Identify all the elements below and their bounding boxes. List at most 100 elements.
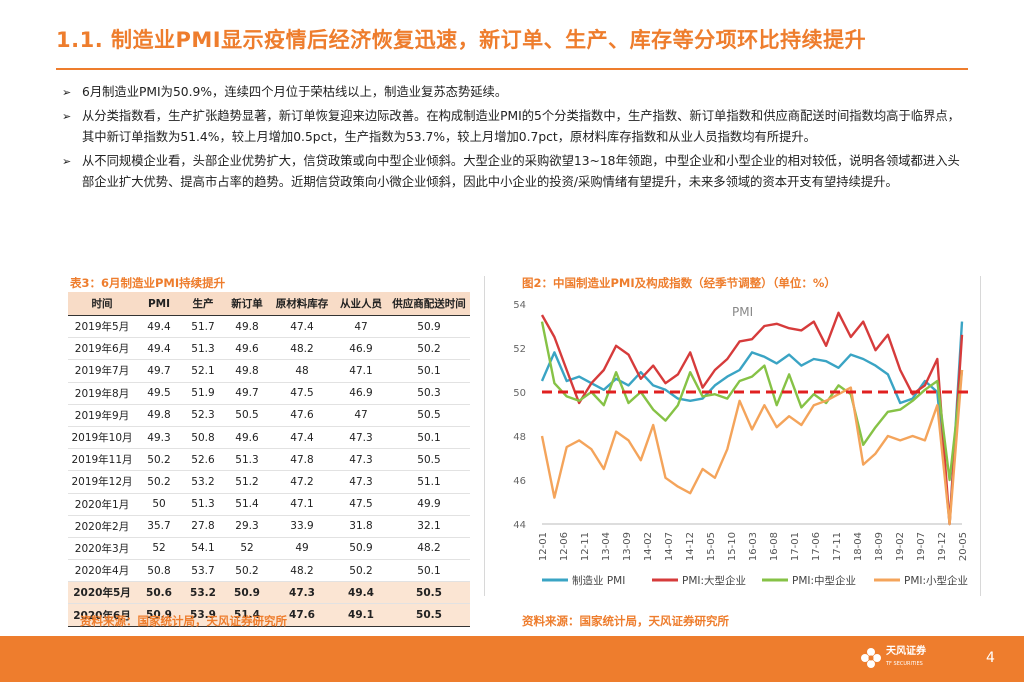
series-line <box>540 311 964 526</box>
table-cell: 49.9 <box>388 493 470 516</box>
table-cell: 47.2 <box>270 470 334 494</box>
bullet-item: ➢ 6月制造业PMI为50.9%，连续四个月位于荣枯线以上，制造业复苏态势延续。 <box>62 82 962 103</box>
table-cell: 48 <box>270 359 334 383</box>
table-cell: 47.1 <box>270 493 334 516</box>
table-cell: 51.3 <box>182 493 224 516</box>
table-cell: 50.8 <box>182 426 224 450</box>
table-cell: 52.3 <box>182 404 224 427</box>
x-tick-label: 15-05 <box>706 532 717 561</box>
table-cell: 2019年12月 <box>68 470 136 494</box>
table-cell: 53.7 <box>182 559 224 583</box>
pmi-table: 时间 PMI 生产 新订单 原材料库存 从业人员 供应商配送时间 2019年5月… <box>68 292 470 627</box>
brand-name-en: TF SECURITIES <box>886 661 923 667</box>
chart-source: 资料来源：国家统计局，天风证券研究所 <box>522 614 729 628</box>
table-cell: 49.8 <box>224 315 270 339</box>
table-row: 2020年2月 35.7 27.8 29.3 33.9 31.8 32.1 <box>68 515 470 538</box>
table-cell: 53.2 <box>182 470 224 494</box>
table-row: 2019年5月 49.4 51.7 49.8 47.4 47 50.9 <box>68 315 470 339</box>
series-line <box>540 321 964 482</box>
bullet-text: 从不同规模企业看，头部企业优势扩大，信贷政策或向中型企业倾斜。大型企业的采购欲望… <box>82 154 960 189</box>
table-cell: 49.6 <box>224 426 270 450</box>
col-header: PMI <box>136 292 182 316</box>
page-title: 1.1. 制造业PMI显示疫情后经济恢复迅速，新订单、生产、库存等分项环比持续提… <box>56 28 867 52</box>
table-cell: 47.5 <box>334 493 388 516</box>
bullet-arrow-icon: ➢ <box>62 155 72 168</box>
x-tick-label: 16-08 <box>769 532 780 561</box>
table-cell: 29.3 <box>224 515 270 538</box>
table-cell: 50.5 <box>388 404 470 427</box>
table-cell: 50.1 <box>388 426 470 450</box>
table-cell: 47.6 <box>270 404 334 427</box>
x-tick-label: 18-09 <box>874 532 885 561</box>
x-tick-label: 14-02 <box>643 532 654 561</box>
table-cell: 49.3 <box>136 426 182 450</box>
x-tick-label: 14-12 <box>685 532 696 561</box>
table-cell: 46.9 <box>334 382 388 405</box>
table-cell: 49.4 <box>334 581 388 605</box>
table-cell: 47.6 <box>270 603 334 627</box>
table-cell: 51.2 <box>224 470 270 494</box>
table-cell: 49.6 <box>224 337 270 361</box>
table-row: 2020年1月 50 51.3 51.4 47.1 47.5 49.9 <box>68 493 470 516</box>
table-cell: 47.1 <box>334 359 388 383</box>
chart-caption: 图2：中国制造业PMI及构成指数（经季节调整）（单位：%） <box>522 276 836 290</box>
brand-logo: 天风证券 TF SECURITIES <box>860 646 926 670</box>
bullet-arrow-icon: ➢ <box>62 86 72 99</box>
table-cell: 50.2 <box>388 337 470 361</box>
x-tick-label: 18-04 <box>853 532 864 561</box>
table-cell: 47.3 <box>334 448 388 472</box>
table-cell: 2019年10月 <box>68 426 136 450</box>
table-cell: 47.8 <box>270 448 334 472</box>
table-cell: 2019年8月 <box>68 382 136 405</box>
table-cell: 2019年7月 <box>68 359 136 383</box>
x-tick-label: 13-09 <box>622 532 633 561</box>
y-tick-label: 46 <box>513 476 526 487</box>
table-cell: 52 <box>136 537 182 561</box>
table-cell: 50 <box>136 493 182 516</box>
table-cell: 2019年6月 <box>68 337 136 361</box>
table-row: 2020年5月 50.6 53.2 50.9 47.3 49.4 50.5 <box>68 581 470 605</box>
y-tick-label: 52 <box>513 344 526 355</box>
table-cell: 52.6 <box>182 448 224 472</box>
table-cell: 46.9 <box>334 337 388 361</box>
table-cell: 53.2 <box>182 581 224 605</box>
bullet-item: ➢ 从分类指数看，生产扩张趋势显著，新订单恢复迎来边际改善。在构成制造业PMI的… <box>62 106 962 148</box>
y-tick-label: 54 <box>513 300 526 311</box>
table-cell: 47.3 <box>270 581 334 605</box>
chart-divider <box>980 276 981 596</box>
table-cell: 50.1 <box>388 359 470 383</box>
legend-label: 制造业 PMI <box>572 574 625 587</box>
table-cell: 50.5 <box>388 581 470 605</box>
title-divider <box>56 68 968 70</box>
x-tick-label: 19-02 <box>895 532 906 561</box>
table-cell: 2020年1月 <box>68 493 136 516</box>
y-tick-label: 50 <box>513 388 526 399</box>
table-cell: 49.7 <box>224 382 270 405</box>
table-cell: 49.5 <box>136 382 182 405</box>
table-cell: 53.9 <box>182 603 224 627</box>
table-cell: 2019年9月 <box>68 404 136 427</box>
table-cell: 49.8 <box>224 359 270 383</box>
x-tick-label: 12-01 <box>538 532 549 561</box>
col-header: 从业人员 <box>334 292 388 316</box>
table-cell: 2020年6月 <box>68 603 136 627</box>
table-cell: 47 <box>334 404 388 427</box>
table-row: 2019年9月 49.8 52.3 50.5 47.6 47 50.5 <box>68 404 470 427</box>
table-cell: 50.5 <box>224 404 270 427</box>
table-cell: 47 <box>334 315 388 339</box>
table-cell: 2020年4月 <box>68 559 136 583</box>
table-cell: 49.4 <box>136 337 182 361</box>
chart-divider <box>484 276 485 596</box>
bullet-list: ➢ 6月制造业PMI为50.9%，连续四个月位于荣枯线以上，制造业复苏态势延续。… <box>62 82 962 196</box>
table-cell: 52 <box>224 537 270 561</box>
table-cell: 50.9 <box>334 537 388 561</box>
col-header: 生产 <box>182 292 224 316</box>
x-tick-label: 13-04 <box>601 532 612 561</box>
table-cell: 27.8 <box>182 515 224 538</box>
table-cell: 51.3 <box>224 448 270 472</box>
table-cell: 47.4 <box>270 315 334 339</box>
table-cell: 52.1 <box>182 359 224 383</box>
footer-bar <box>0 636 1024 682</box>
table-cell: 2019年11月 <box>68 448 136 472</box>
table-cell: 50.3 <box>388 382 470 405</box>
